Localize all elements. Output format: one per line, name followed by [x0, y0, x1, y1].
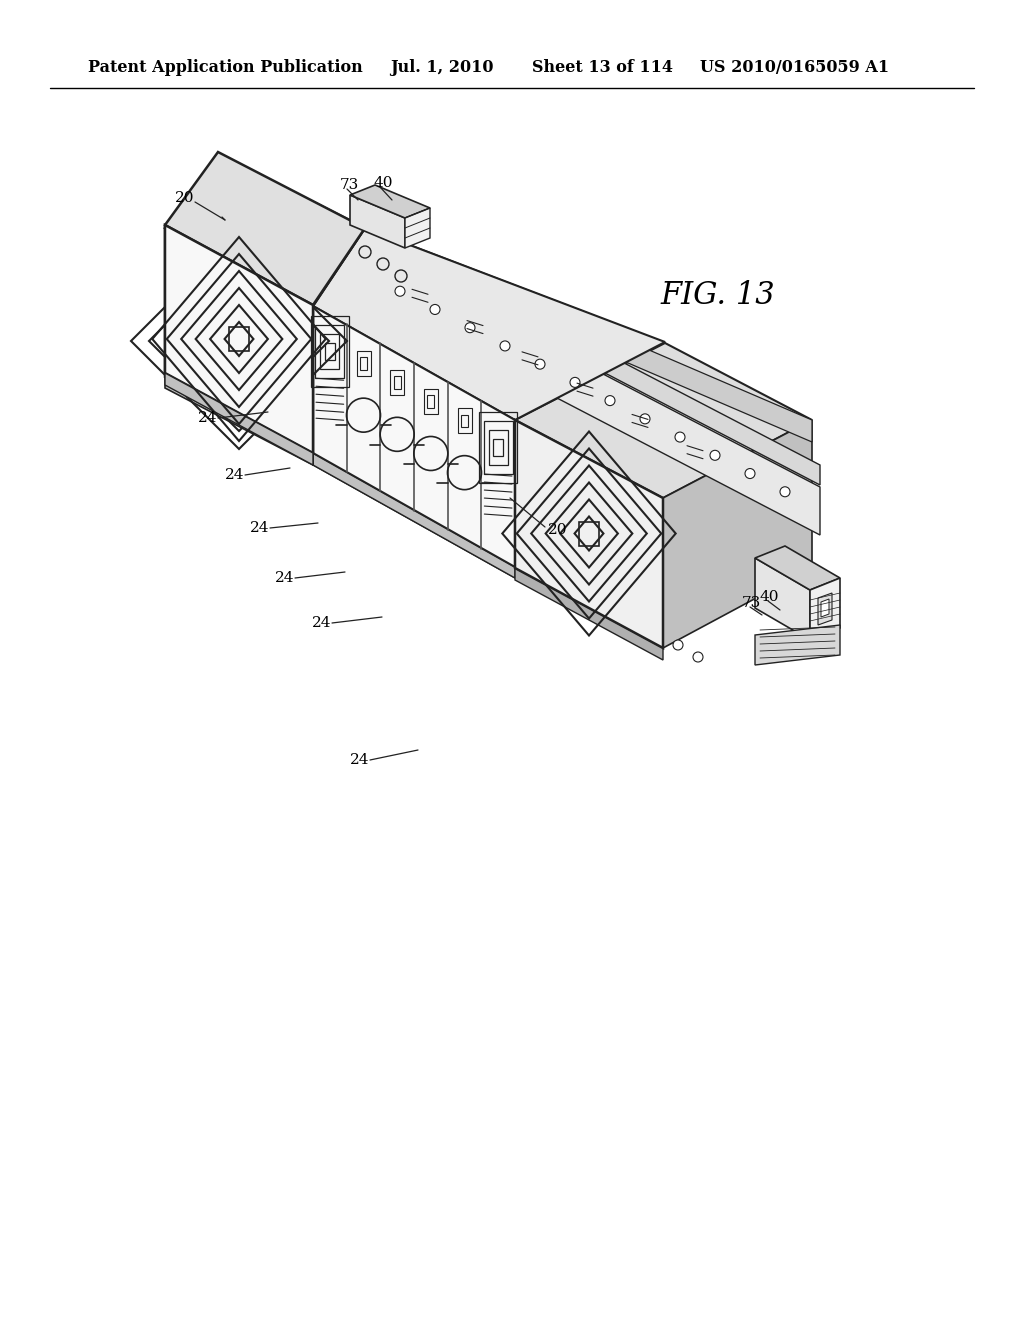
Polygon shape: [365, 228, 812, 442]
Text: 24: 24: [350, 752, 370, 767]
Polygon shape: [313, 453, 515, 578]
Text: US 2010/0165059 A1: US 2010/0165059 A1: [700, 59, 889, 77]
Text: 24: 24: [225, 469, 245, 482]
Text: 24: 24: [198, 411, 217, 425]
Polygon shape: [165, 228, 313, 453]
Circle shape: [430, 305, 440, 314]
Text: 24: 24: [250, 521, 269, 535]
Circle shape: [693, 652, 703, 663]
Circle shape: [395, 286, 406, 296]
Text: 40: 40: [760, 590, 779, 605]
Polygon shape: [810, 578, 840, 640]
Polygon shape: [165, 378, 313, 465]
Text: Patent Application Publication: Patent Application Publication: [88, 59, 362, 77]
Text: 24: 24: [312, 616, 332, 630]
Circle shape: [673, 640, 683, 649]
Polygon shape: [515, 568, 663, 660]
Circle shape: [535, 359, 545, 370]
Text: 24: 24: [275, 572, 295, 585]
Polygon shape: [755, 558, 810, 640]
Circle shape: [465, 322, 475, 333]
Polygon shape: [350, 195, 406, 248]
Circle shape: [675, 432, 685, 442]
Polygon shape: [365, 228, 820, 484]
Circle shape: [500, 341, 510, 351]
Text: Jul. 1, 2010: Jul. 1, 2010: [390, 59, 494, 77]
Circle shape: [745, 469, 755, 479]
Text: FIG. 13: FIG. 13: [660, 280, 774, 310]
Circle shape: [605, 396, 615, 405]
Text: 73: 73: [742, 597, 761, 610]
Text: 20: 20: [175, 191, 195, 205]
Circle shape: [780, 487, 790, 496]
Text: 40: 40: [374, 176, 393, 190]
Polygon shape: [755, 624, 840, 665]
Text: 73: 73: [340, 178, 359, 191]
Circle shape: [640, 414, 650, 424]
Circle shape: [570, 378, 580, 387]
Polygon shape: [406, 209, 430, 248]
Polygon shape: [313, 228, 665, 420]
Polygon shape: [818, 593, 831, 624]
Polygon shape: [755, 546, 840, 590]
Polygon shape: [663, 420, 812, 648]
Polygon shape: [821, 599, 829, 616]
Polygon shape: [313, 305, 515, 568]
Polygon shape: [165, 152, 365, 305]
Polygon shape: [350, 185, 430, 218]
Polygon shape: [165, 154, 365, 306]
Polygon shape: [313, 306, 515, 568]
Polygon shape: [165, 224, 313, 453]
Text: Sheet 13 of 114: Sheet 13 of 114: [532, 59, 673, 77]
Polygon shape: [365, 249, 820, 535]
Polygon shape: [165, 374, 313, 465]
Text: 20: 20: [548, 523, 567, 537]
Polygon shape: [515, 343, 812, 498]
Polygon shape: [313, 453, 515, 578]
Circle shape: [710, 450, 720, 461]
Polygon shape: [515, 420, 663, 648]
Polygon shape: [313, 228, 665, 420]
